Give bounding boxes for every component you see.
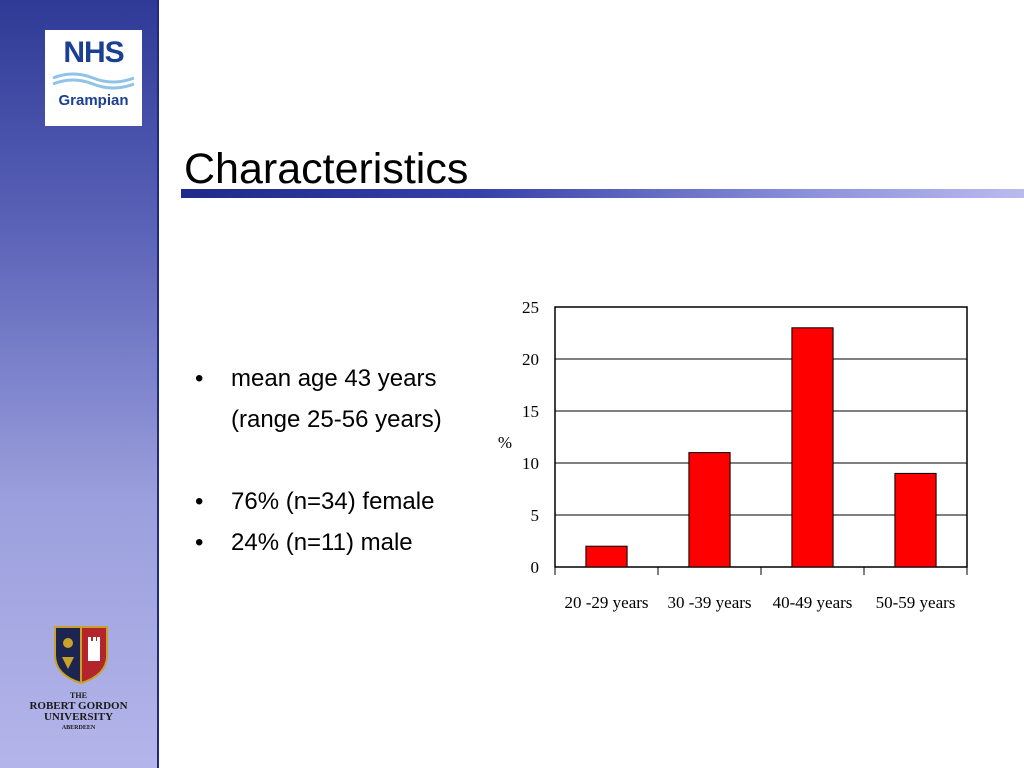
y-tick-label: 20 bbox=[522, 350, 539, 369]
university-name: THE ROBERT GORDON UNIVERSITY ABERDEEN bbox=[0, 690, 157, 734]
y-axis-label: % bbox=[498, 433, 512, 452]
bullet-item: • 76% (n=34) female bbox=[190, 481, 490, 522]
x-tick-label: 30 -39 years bbox=[667, 593, 751, 612]
title-underline bbox=[181, 189, 1024, 198]
bar bbox=[688, 452, 731, 568]
university-name-line: ROBERT GORDON bbox=[29, 700, 128, 712]
bullet-item: • 24% (n=11) male bbox=[190, 522, 490, 563]
bullet-item: • mean age 43 years bbox=[190, 358, 490, 399]
x-tick-label: 20 -29 years bbox=[564, 593, 648, 612]
bullet-icon: • bbox=[195, 488, 204, 515]
slide-title: Characteristics bbox=[184, 145, 469, 193]
bullet-list: • mean age 43 years (range 25-56 years) … bbox=[190, 358, 490, 563]
y-tick-label: 25 bbox=[522, 298, 539, 317]
nhs-logo-waves bbox=[52, 72, 135, 90]
nhs-grampian-logo: NHS Grampian bbox=[45, 30, 142, 126]
y-tick-label: 0 bbox=[531, 558, 540, 577]
university-name-line: UNIVERSITY bbox=[43, 711, 114, 723]
y-tick-label: 15 bbox=[522, 402, 539, 421]
bar bbox=[791, 327, 834, 568]
bullet-text: mean age 43 years bbox=[231, 365, 437, 392]
university-name-line: ABERDEEN bbox=[61, 725, 96, 731]
bullet-text: 24% (n=11) male bbox=[231, 529, 413, 556]
nhs-logo-region: Grampian bbox=[58, 92, 129, 109]
age-distribution-chart: 0 5 10 15 20 25% 20 -29 years 30 -39 years 40-49… bbox=[498, 298, 968, 612]
bar bbox=[585, 545, 628, 568]
x-tick-label: 40-49 years bbox=[773, 593, 853, 612]
bullet-continuation: (range 25-56 years) bbox=[190, 399, 490, 440]
nhs-logo-text: NHS bbox=[63, 36, 124, 69]
university-name-line: THE bbox=[70, 691, 87, 700]
bullet-icon: • bbox=[195, 529, 204, 556]
bullet-text: (range 25-56 years) bbox=[231, 406, 442, 433]
x-tick-label: 50-59 years bbox=[876, 593, 956, 612]
bar bbox=[894, 472, 937, 568]
university-crest-icon bbox=[54, 626, 108, 685]
bullet-text: 76% (n=34) female bbox=[231, 488, 435, 515]
y-tick-label: 5 bbox=[531, 506, 540, 525]
sidebar: NHS Grampian THE ROBERT GORDON UNIVERSIT… bbox=[0, 0, 159, 768]
bullet-icon: • bbox=[195, 365, 204, 392]
y-tick-label: 10 bbox=[522, 454, 539, 473]
